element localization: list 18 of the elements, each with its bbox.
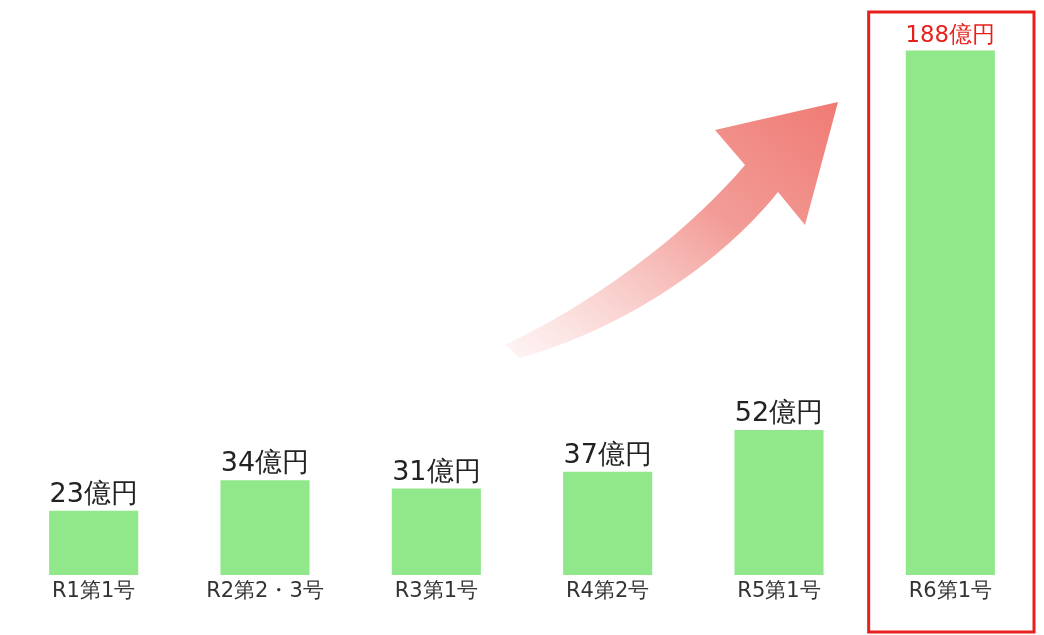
- data-label: 52億円: [734, 395, 824, 427]
- data-label: 31億円: [392, 454, 481, 486]
- bar: [220, 480, 310, 575]
- bar: [905, 50, 995, 575]
- bar: [734, 429, 824, 575]
- data-label: 34億円: [220, 446, 310, 478]
- x-tick-label: R1第1号: [52, 578, 136, 602]
- bar: [391, 488, 481, 575]
- x-tick-label: R3第1号: [394, 578, 478, 602]
- x-tick-label: R4第2号: [566, 578, 650, 602]
- x-tick-label: R2第2・3号: [206, 578, 324, 602]
- x-tick-label: R5第1号: [737, 578, 821, 602]
- data-label: 37億円: [563, 437, 652, 469]
- bar: [563, 471, 653, 575]
- data-label: 23億円: [49, 476, 138, 508]
- bar: [49, 510, 139, 575]
- x-tick-label: R6第1号: [908, 578, 992, 602]
- data-label: 188億円: [905, 21, 996, 48]
